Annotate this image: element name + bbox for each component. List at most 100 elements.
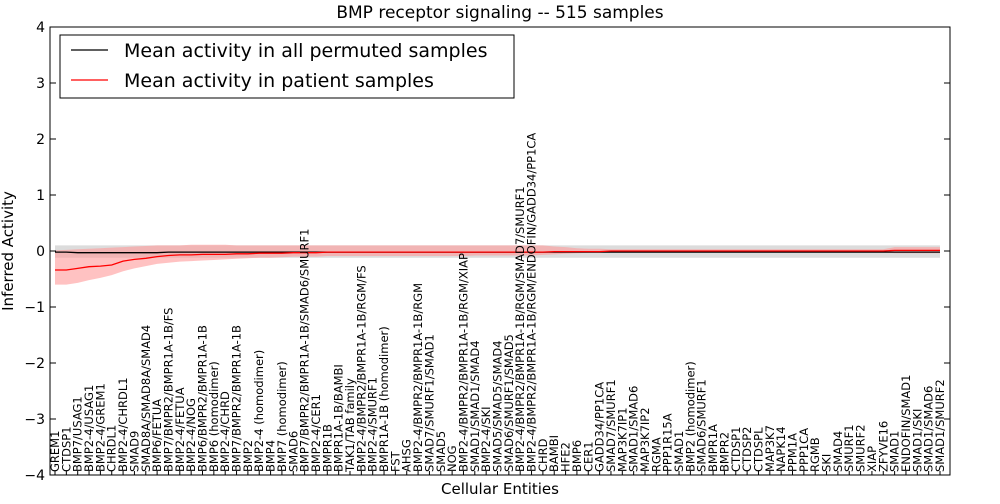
x-tick-label: BMP7 (homodimer) — [275, 361, 289, 472]
x-tick-label: SMAD7/SMURF1 — [604, 379, 618, 472]
x-tick-label: MAP3K7IP2 — [638, 407, 652, 472]
x-tick-label: BMP2-4/NOG — [184, 398, 198, 472]
x-tick-label: BMP2-4/CHRDL1 — [116, 377, 130, 472]
x-tick-label: BMP2-4 (homodimer) — [252, 350, 266, 472]
x-tick-label: BMP2-4/SKI — [479, 406, 493, 472]
x-tick-label: MAP3K7 — [763, 425, 777, 472]
x-tick-label: BMP2-4/USAG1 — [82, 385, 96, 472]
x-tick-label: BMP2 — [241, 440, 255, 472]
x-tick-label: NAPK14 — [774, 426, 788, 472]
x-tick-label: BMP2-4/BMPR2/BMPR1A-1B/RGM/ENDOFIN/GADD3… — [525, 133, 539, 472]
x-tick-label: BMP2-4/BMPR2/BMPR1A-1B/RGM — [411, 283, 425, 472]
y-axis: −4 −3 −2 −1 0 1 2 3 4 — [24, 20, 950, 484]
x-axis-label: Cellular Entities — [441, 480, 559, 498]
x-tick-label: XIAP — [865, 446, 879, 472]
y-tick-label: 3 — [36, 76, 45, 92]
x-tick-label: BMP6 — [570, 440, 584, 472]
x-tick-label: SMAD6/SMURF1 — [695, 379, 709, 472]
legend-label-permuted: Mean activity in all permuted samples — [124, 40, 487, 62]
x-tick-label: FST — [388, 450, 402, 472]
x-tick-label: SMAD5 — [434, 431, 448, 472]
x-tick-label: CER1 — [581, 441, 595, 472]
x-tick-label: BMP2-4/BMPR2/BMPR1A-1B/RGM/XIAP — [457, 253, 471, 472]
x-tick-label: MAP3K7IP1 — [615, 407, 629, 472]
x-tick-label: SMAD9 — [127, 431, 141, 472]
x-tick-label: SMAD7/SMURF1/SMAD1 — [422, 334, 436, 472]
x-tick-label: SMAD1/SKI — [910, 409, 924, 472]
x-tick-label: BMP2-4/GREM1 — [93, 383, 107, 472]
x-tick-label: BMP2-4/CER1 — [309, 394, 323, 472]
x-tick-label: ZFYVE16 — [876, 421, 890, 472]
x-tick-label: BMPR1B — [320, 424, 334, 472]
x-tick-label: SMAD1/SMURF2 — [933, 379, 947, 472]
x-tick-label: ENDOFIN/SMAD1 — [899, 375, 913, 473]
x-axis-labels: GREM1CTDSP1BMP7/USAG1BMP2-4/USAG1BMP2-4/… — [48, 133, 947, 475]
x-tick-label: BMP7/BMPR2/BMPR1A-1B/SMAD6/SMURF1 — [298, 229, 312, 472]
x-tick-label: BMPR1A-1B/BAMBI — [332, 364, 346, 472]
y-tick-label: −1 — [24, 300, 45, 316]
x-tick-label: PPP1CA — [797, 428, 811, 472]
x-tick-label: BMP2-4/BMPR2/BMPR1A-1B/RGM/FS — [354, 265, 368, 472]
legend-label-patient: Mean activity in patient samples — [124, 70, 434, 92]
x-tick-label: BMP6/BMPR2/BMPR1A-1B — [196, 325, 210, 472]
x-tick-label: BMPR2 — [717, 432, 731, 472]
x-tick-label: BMP2-4/FETUA — [173, 387, 187, 472]
y-axis-label: Inferred Activity — [0, 191, 17, 311]
series-line-patient — [55, 249, 940, 271]
x-tick-label: BMP7/BMPR2/BMPR1A-1B/FS — [162, 308, 176, 472]
x-tick-label: TAK1/TAB family — [343, 378, 357, 473]
x-tick-label: BMPR1A — [706, 424, 720, 472]
x-tick-label: RGMB — [808, 437, 822, 472]
y-tick-label: 0 — [36, 244, 45, 260]
legend: Mean activity in all permuted samples Me… — [59, 34, 515, 99]
x-tick-label: SMAD6/SMURF1/SMAD5 — [502, 334, 516, 472]
x-tick-label: BMP6/FETUA — [150, 399, 164, 472]
x-tick-label: SMURF1 — [842, 424, 856, 472]
series-lines — [55, 249, 940, 271]
legend-box — [59, 34, 515, 99]
x-tick-label: CTDSP2 — [740, 427, 754, 472]
x-tick-label: BMP2-4/CHRD — [218, 391, 232, 472]
x-tick-label: SMAD5/SMAD5/SMAD4 — [491, 340, 505, 472]
x-tick-label: CHRDL1 — [105, 425, 119, 472]
x-tick-label: SMAD1/SMAD6 — [922, 386, 936, 472]
y-tick-label: 1 — [36, 188, 45, 204]
x-tick-label: BMP2 (homodimer) — [683, 361, 697, 472]
x-tick-label: HFE2 — [559, 442, 573, 472]
y-tick-label: −3 — [24, 412, 45, 428]
x-tick-label: GADD34/PP1CA — [593, 382, 607, 472]
x-tick-label: NOG — [445, 445, 459, 472]
x-tick-label: PPP1R15A — [661, 413, 675, 472]
x-tick-label: AHSG — [400, 439, 414, 472]
y-tick-label: −4 — [24, 468, 45, 484]
x-tick-label: BMP2-4/SMURF1 — [366, 377, 380, 472]
x-tick-label: BAMBI — [547, 435, 561, 472]
x-tick-label: BMP7/BMPR2/BMPR1A-1B — [230, 325, 244, 472]
band-patient — [55, 244, 940, 285]
x-tick-label: SMAD8A/SMAD8A/SMAD4 — [139, 325, 153, 472]
x-tick-label: BMP2-4/BMPR2/BMPR1A-1B/RGM/SMAD7/SMURF1 — [513, 186, 527, 472]
x-tick-label: SKI — [820, 454, 834, 472]
x-tick-label: SMAD6 — [286, 431, 300, 472]
x-tick-label: CTDSP1 — [729, 427, 743, 472]
x-tick-label: CTDSP1 — [59, 426, 73, 471]
x-tick-label: SMAD1 — [888, 431, 902, 472]
x-tick-label: SMAD4 — [831, 431, 845, 472]
x-tick-label: BMPR1A-1B (homodimer) — [377, 326, 391, 472]
x-tick-label: SMURF2 — [854, 424, 868, 472]
x-tick-label: BMP6 (homodimer) — [207, 361, 221, 472]
chart-title: BMP receptor signaling -- 515 samples — [336, 3, 663, 23]
x-tick-label: SMAD1/SMAD6 — [627, 386, 641, 472]
x-tick-label: CHRD — [536, 438, 550, 472]
x-tick-label: RGMA — [649, 437, 663, 472]
x-tick-label: SMAD1 — [672, 431, 686, 472]
x-tick-label: PPM1A — [786, 433, 800, 472]
y-tick-label: −2 — [24, 356, 45, 372]
y-tick-label: 4 — [36, 20, 45, 36]
x-tick-label: SMAD1/SMAD1/SMAD4 — [468, 340, 482, 472]
x-tick-label: BMP7/USAG1 — [71, 396, 85, 472]
x-tick-label: BMP4 — [264, 440, 278, 472]
x-tick-label: CTDSPL — [752, 427, 766, 472]
